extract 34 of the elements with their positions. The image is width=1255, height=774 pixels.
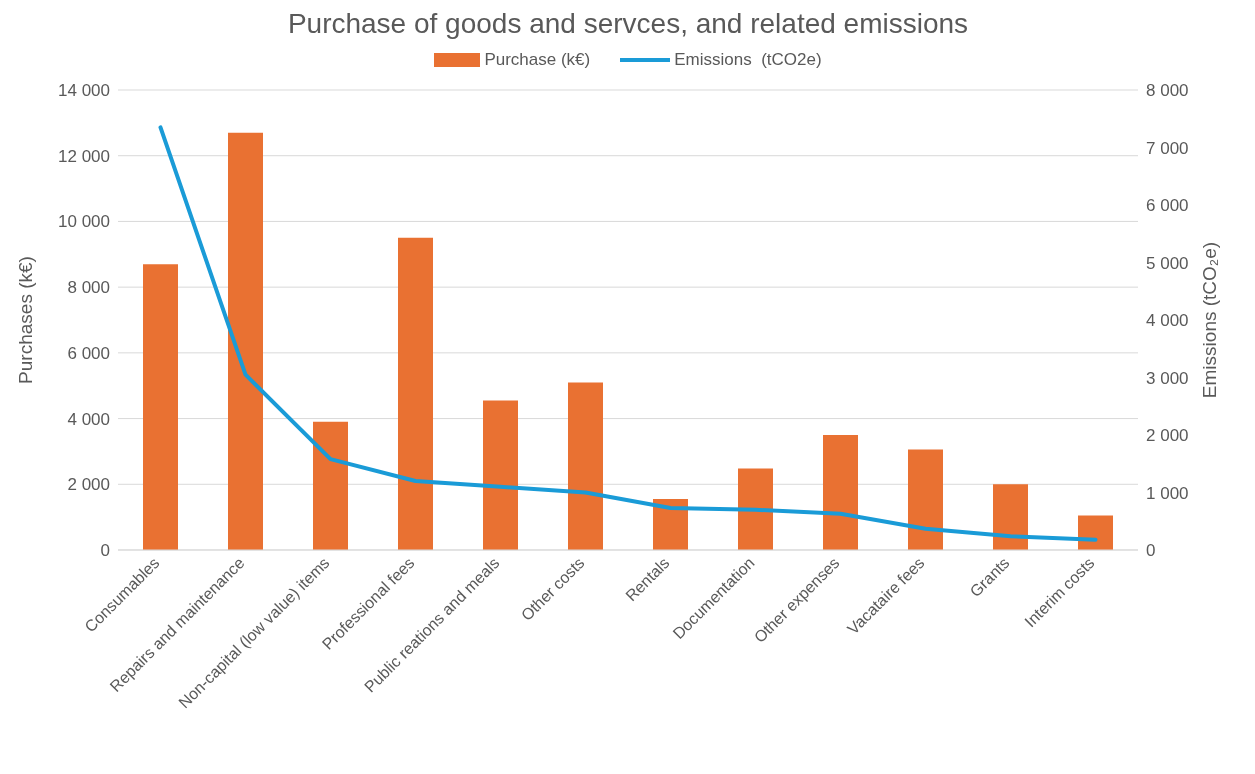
- y-tick-label: 12 000: [58, 146, 110, 166]
- y-tick-label: 4 000: [67, 409, 110, 429]
- bar: [653, 499, 688, 550]
- chart-title: Purchase of goods and servces, and related emissions: [286, 8, 970, 40]
- y2-tick-label: 0: [1146, 541, 1156, 561]
- bar: [143, 264, 178, 550]
- legend-label: Emissions (tCO2e): [673, 50, 822, 70]
- y2-tick-label: 1 000: [1146, 483, 1189, 503]
- y-tick-label: 6 000: [67, 343, 110, 363]
- y2-tick-label: 5 000: [1146, 253, 1189, 273]
- bar: [228, 132, 263, 550]
- y2-axis-title: Emissions (tCO₂e): [1199, 241, 1220, 399]
- y-tick-label: 0: [100, 541, 110, 561]
- bar: [398, 237, 433, 550]
- y2-tick-label: 7 000: [1146, 138, 1189, 158]
- legend-label: Purchase (k€): [483, 50, 591, 70]
- bar: [568, 382, 603, 550]
- y-tick-label: 10 000: [58, 212, 110, 232]
- bar: [823, 435, 858, 550]
- y-tick-label: 14 000: [58, 81, 110, 101]
- bar: [313, 421, 348, 550]
- bar: [738, 468, 773, 550]
- y-axis-title: Purchases (k€): [14, 256, 36, 384]
- bar: [483, 400, 518, 550]
- y-tick-label: 8 000: [67, 278, 110, 298]
- y2-tick-label: 8 000: [1146, 81, 1189, 101]
- y-tick-label: 2 000: [67, 475, 110, 495]
- y2-tick-label: 6 000: [1146, 196, 1189, 216]
- line-series: [158, 125, 1098, 542]
- bar: [993, 484, 1028, 550]
- bar: [908, 449, 943, 550]
- y2-tick-label: 3 000: [1146, 368, 1189, 388]
- y2-tick-label: 2 000: [1146, 426, 1189, 446]
- y2-tick-label: 4 000: [1146, 311, 1189, 331]
